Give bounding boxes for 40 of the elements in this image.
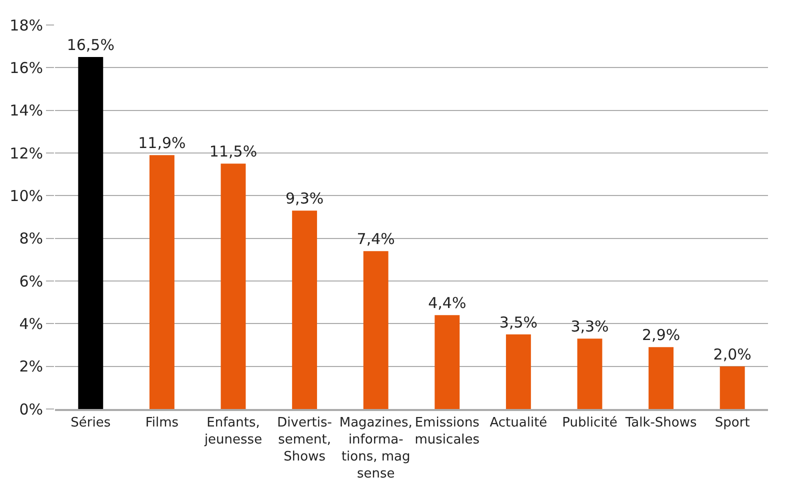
bar [506, 334, 531, 409]
y-tick-label: 10% [10, 186, 43, 205]
data-label: 2,9% [642, 326, 680, 344]
bar [434, 315, 460, 409]
bar [292, 210, 318, 409]
y-tick-label: 14% [10, 102, 43, 120]
bar [363, 251, 388, 409]
data-label: 2,0% [713, 345, 752, 364]
y-tick-label: 8% [19, 230, 43, 248]
data-label: 7,4% [356, 230, 395, 248]
data-label: 3,3% [570, 318, 609, 336]
bar [577, 338, 602, 409]
data-label: 4,4% [428, 294, 466, 312]
data-label: 11,5% [209, 142, 258, 161]
data-label: 11,9% [138, 134, 186, 152]
y-tick-label: 12% [10, 144, 43, 162]
x-tick-label: Séries [70, 416, 111, 431]
y-tick-label: 2% [19, 358, 43, 376]
x-tick-label: Publicité [562, 416, 618, 431]
x-tick-label: Films [145, 416, 179, 431]
x-tick-label: Enfants, jeunesse [203, 416, 262, 448]
y-tick-label: 18% [10, 16, 43, 34]
bar [648, 347, 674, 409]
x-tick-label: Magazines, informa- tions, mag sense [339, 416, 412, 482]
data-label: 9,3% [285, 190, 324, 208]
bar [149, 155, 174, 409]
data-label: 3,5% [499, 313, 538, 332]
y-tick-label: 0% [19, 400, 43, 418]
x-tick-label: Talk-Shows [624, 416, 697, 431]
data-label: 16,5% [66, 36, 114, 54]
bar [220, 164, 246, 409]
y-tick-label: 6% [19, 272, 43, 290]
y-tick-label: 16% [10, 58, 43, 77]
x-tick-label: Actualité [490, 416, 548, 431]
bar [720, 366, 745, 409]
x-tick-label: Emissions musicales [414, 416, 480, 448]
x-tick-label: Divertis- sement, Shows [277, 416, 332, 464]
bar [78, 57, 104, 409]
y-tick-label: 4% [19, 314, 43, 333]
x-tick-label: Sport [714, 416, 750, 431]
